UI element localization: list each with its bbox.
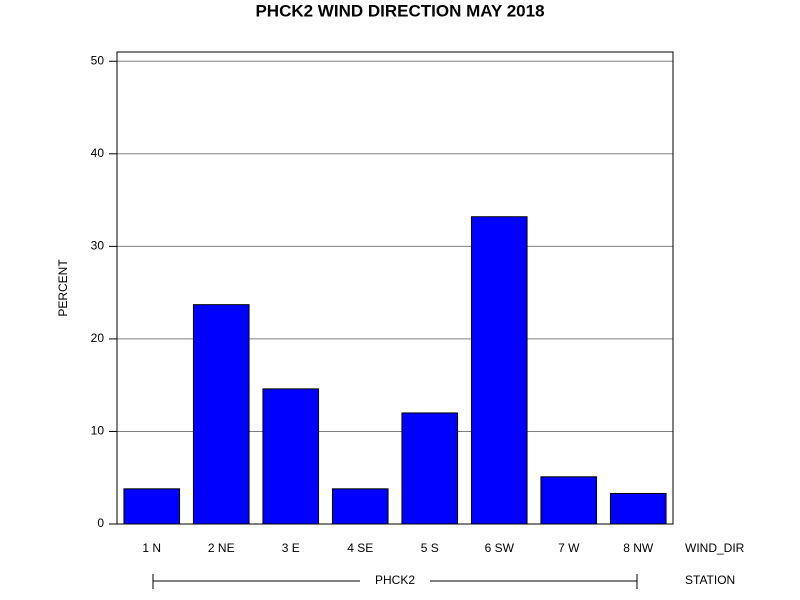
x-tick-label: 7 W	[558, 541, 580, 555]
y-tick-label: 0	[97, 516, 104, 530]
bar	[192, 304, 250, 525]
group-axis-label: STATION	[685, 573, 735, 587]
x-tick-label: 1 N	[142, 541, 161, 555]
x-axis-label: WIND_DIR	[685, 541, 745, 555]
x-tick-label: 2 NE	[208, 541, 235, 555]
y-tick-label: 30	[91, 239, 105, 253]
x-tick-label: 5 S	[421, 541, 439, 555]
group-label: PHCK2	[375, 573, 415, 587]
y-tick-label: 20	[91, 331, 105, 345]
bar	[331, 488, 389, 525]
y-tick-label: 10	[91, 424, 105, 438]
y-tick-label: 50	[91, 53, 105, 67]
x-tick-label: 6 SW	[485, 541, 515, 555]
y-tick-label: 40	[91, 146, 105, 160]
chart-title: PHCK2 WIND DIRECTION MAY 2018	[255, 1, 544, 20]
bar	[470, 216, 528, 525]
bar	[401, 412, 459, 525]
x-tick-label: 4 SE	[347, 541, 373, 555]
bar	[123, 488, 181, 525]
x-tick-label: 8 NW	[623, 541, 654, 555]
plot-frame	[116, 51, 674, 525]
y-axis-label: PERCENT	[56, 259, 70, 317]
bar	[540, 476, 598, 525]
x-tick-label: 3 E	[282, 541, 300, 555]
bar	[262, 388, 320, 525]
bar	[609, 492, 667, 525]
